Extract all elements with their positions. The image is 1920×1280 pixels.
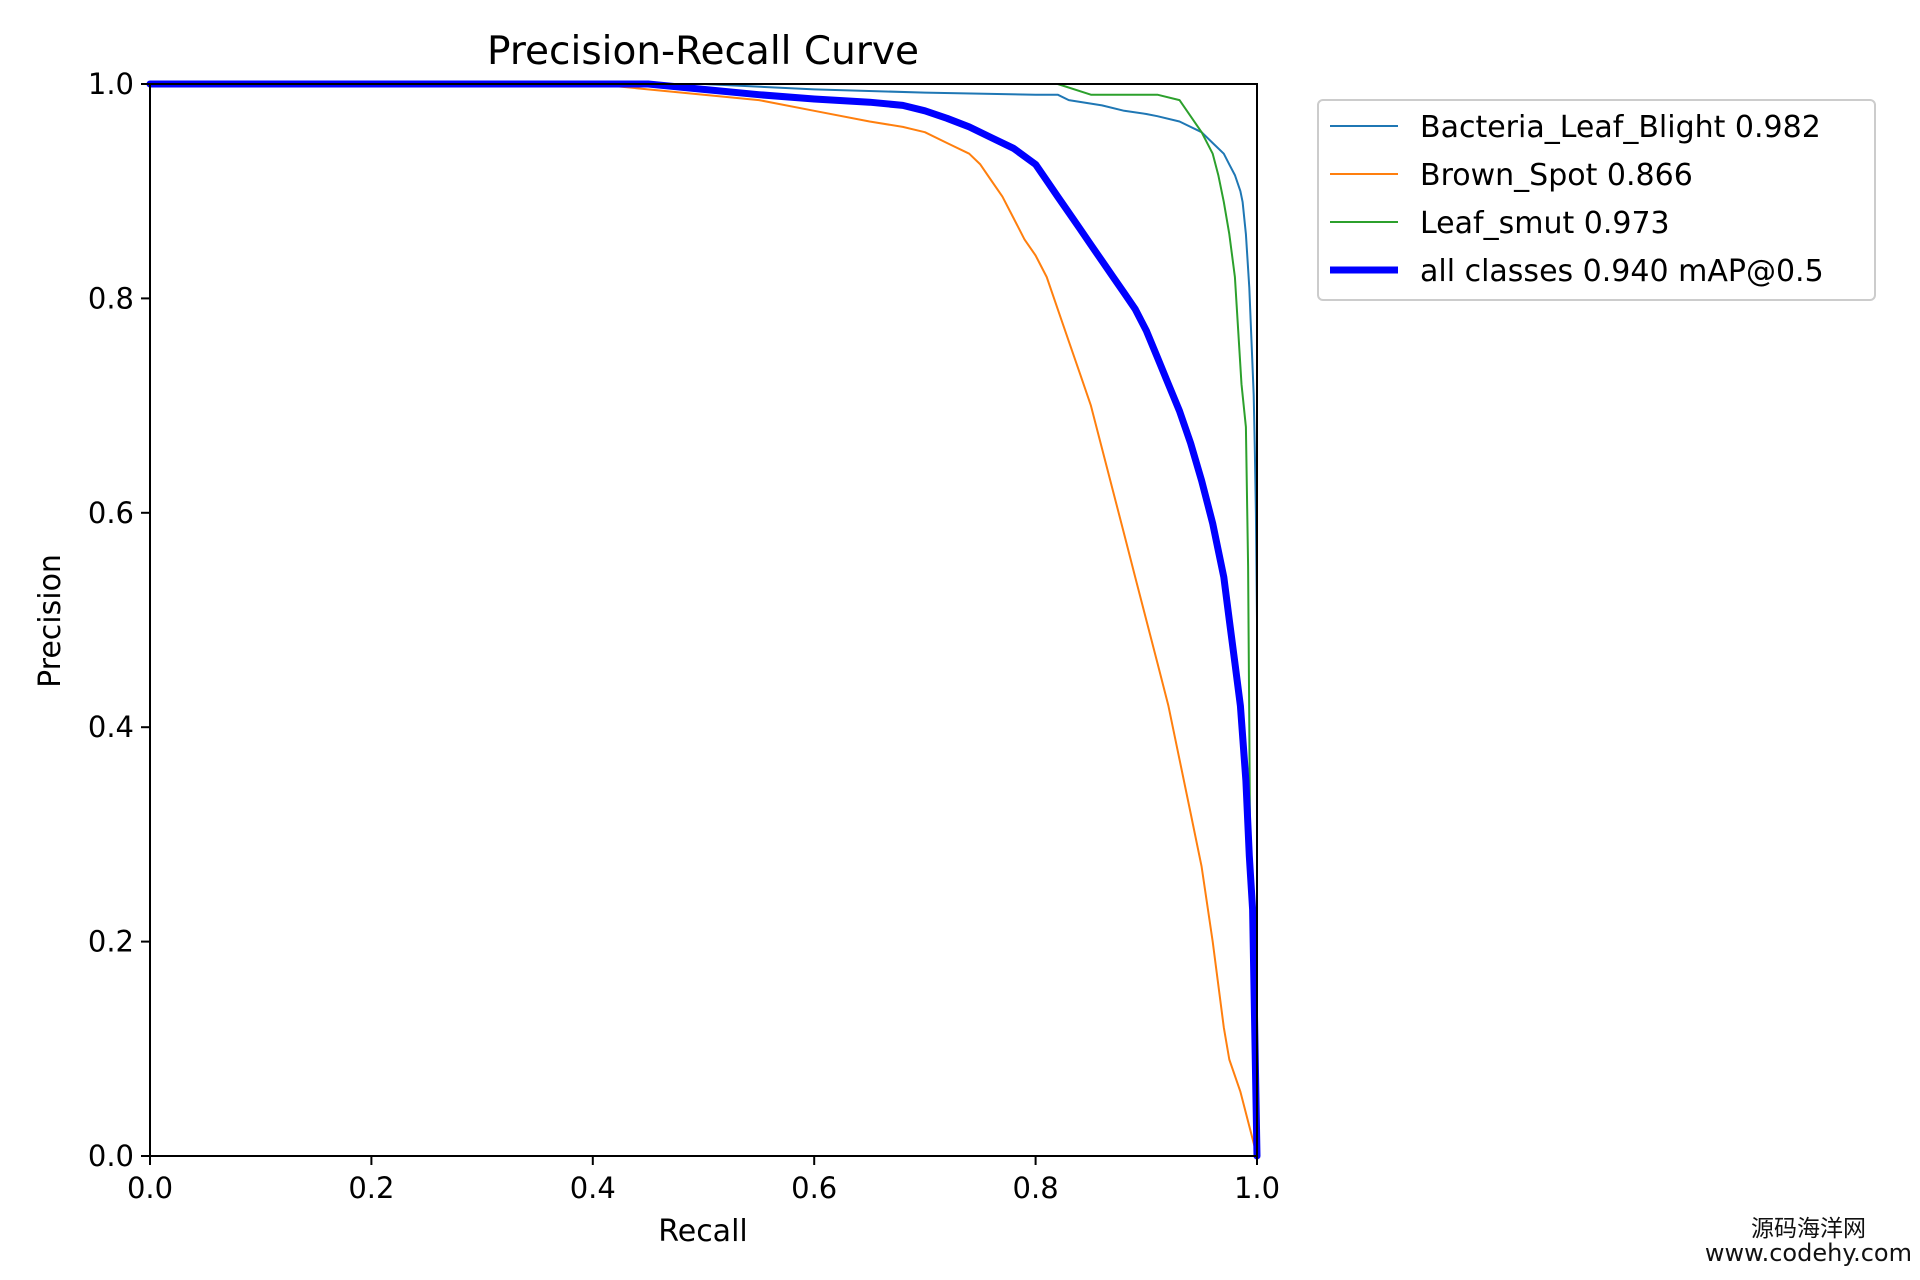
y-axis-label: Precision xyxy=(33,554,68,688)
legend-label-3: all classes 0.940 mAP@0.5 xyxy=(1420,254,1824,289)
watermark-site-name: 源码海洋网 xyxy=(1750,1215,1866,1242)
y-tick-label: 0.4 xyxy=(88,710,134,744)
y-tick-label: 0.8 xyxy=(88,281,134,315)
y-tick-label: 0.6 xyxy=(88,496,134,530)
y-tick-label: 0.0 xyxy=(88,1139,134,1173)
series-line-0 xyxy=(149,83,1258,1157)
legend-label-2: Leaf_smut 0.973 xyxy=(1420,206,1670,241)
series-line-1 xyxy=(149,83,1258,1157)
y-tick-label: 0.2 xyxy=(88,925,134,959)
x-tick-label: 0.6 xyxy=(791,1171,837,1205)
legend-label-0: Bacteria_Leaf_Blight 0.982 xyxy=(1420,110,1821,145)
series-line-3 xyxy=(146,80,1261,1160)
x-tick-label: 0.8 xyxy=(1013,1171,1059,1205)
x-tick-label: 1.0 xyxy=(1234,1171,1280,1205)
watermark-url: www.codehy.com xyxy=(1704,1238,1912,1267)
y-tick-label: 1.0 xyxy=(88,67,134,101)
legend: Bacteria_Leaf_Blight 0.982 Brown_Spot 0.8… xyxy=(1317,99,1876,301)
x-tick-label: 0.4 xyxy=(570,1171,616,1205)
plot-frame xyxy=(149,83,1258,1157)
chart-title: Precision-Recall Curve xyxy=(487,29,919,74)
x-tick-label: 0.2 xyxy=(348,1171,394,1205)
legend-frame xyxy=(1317,99,1876,301)
x-axis-label: Recall xyxy=(658,1214,748,1249)
watermark: 源码海洋网 www.codehy.com xyxy=(1705,1217,1912,1266)
x-tick-label: 0.0 xyxy=(127,1171,173,1205)
legend-label-1: Brown_Spot 0.866 xyxy=(1420,158,1693,193)
